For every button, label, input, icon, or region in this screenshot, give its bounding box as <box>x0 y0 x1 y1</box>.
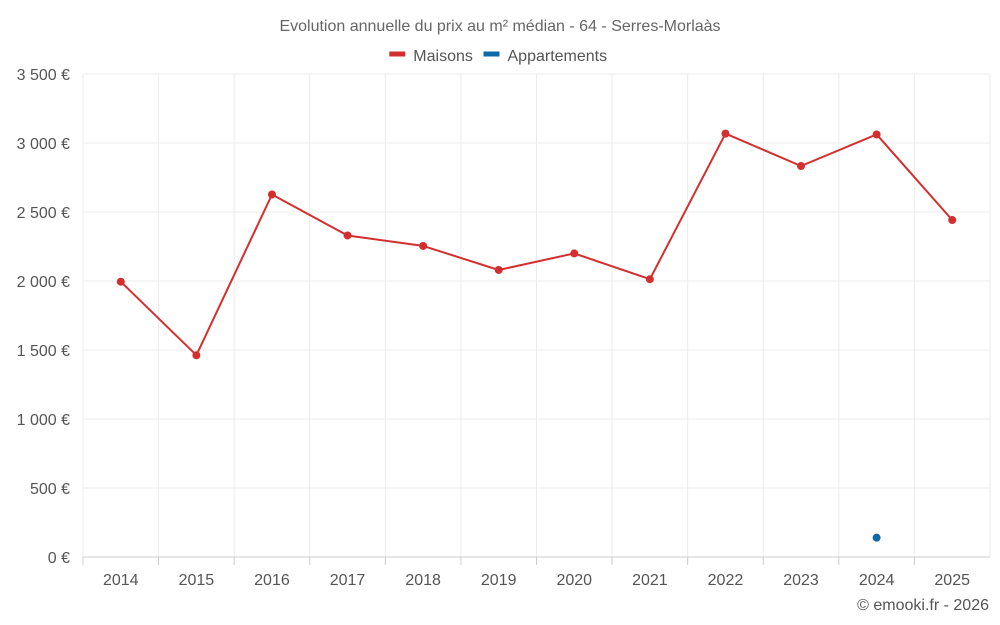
x-tick-label: 2025 <box>934 572 970 589</box>
x-tick-label: 2023 <box>783 572 819 589</box>
x-tick-label: 2015 <box>179 572 215 589</box>
data-point-maisons-2022 <box>721 129 730 138</box>
y-tick-label: 2 000 € <box>17 274 70 291</box>
y-tick-label: 0 € <box>48 550 70 567</box>
chart-title: Evolution annuelle du prix au m² médian … <box>279 18 720 35</box>
data-point-maisons-2024 <box>872 130 881 139</box>
data-point-maisons-2015 <box>192 351 201 360</box>
x-tick-label: 2020 <box>556 572 592 589</box>
y-tick-label: 3 500 € <box>17 67 70 84</box>
axes: 0 € 500 € 1 000 € 1 500 € 2 000 € 2 500 € 3 00… <box>17 67 990 589</box>
y-tick-label: 3 000 € <box>17 136 70 153</box>
x-tick-label: 2019 <box>481 572 517 589</box>
data-point-maisons-2014 <box>116 277 125 286</box>
legend: Maisons Appartements <box>389 48 607 65</box>
data-point-maisons-2018 <box>419 241 428 250</box>
x-tick-label: 2021 <box>632 572 668 589</box>
y-tick-label: 500 € <box>30 481 70 498</box>
data-point-maisons-2017 <box>343 231 352 240</box>
data-point-appartements-2024 <box>872 533 881 542</box>
series-line-maisons <box>120 132 953 357</box>
series <box>116 129 957 542</box>
legend-label-appartements: Appartements <box>508 48 608 65</box>
data-point-maisons-2023 <box>797 162 806 171</box>
credit-text: © emooki.fr - 2026 <box>857 597 989 614</box>
x-tick-label: 2016 <box>254 572 290 589</box>
data-point-maisons-2025 <box>948 216 957 225</box>
x-tick-label: 2022 <box>708 572 744 589</box>
x-tick-label: 2024 <box>859 572 895 589</box>
data-point-maisons-2016 <box>267 190 276 199</box>
data-point-maisons-2021 <box>645 275 654 284</box>
y-tick-label: 1 000 € <box>17 412 70 429</box>
legend-label-maisons: Maisons <box>413 48 473 65</box>
x-tick-label: 2017 <box>330 572 366 589</box>
x-tick-label: 2014 <box>103 572 139 589</box>
y-tick-label: 1 500 € <box>17 343 70 360</box>
data-point-maisons-2020 <box>570 249 579 258</box>
y-tick-label: 2 500 € <box>17 205 70 222</box>
x-tick-label: 2018 <box>405 572 441 589</box>
legend-swatch-maisons <box>389 51 406 57</box>
grid <box>82 73 991 557</box>
data-point-maisons-2019 <box>494 265 503 274</box>
legend-swatch-appartements <box>483 51 500 57</box>
